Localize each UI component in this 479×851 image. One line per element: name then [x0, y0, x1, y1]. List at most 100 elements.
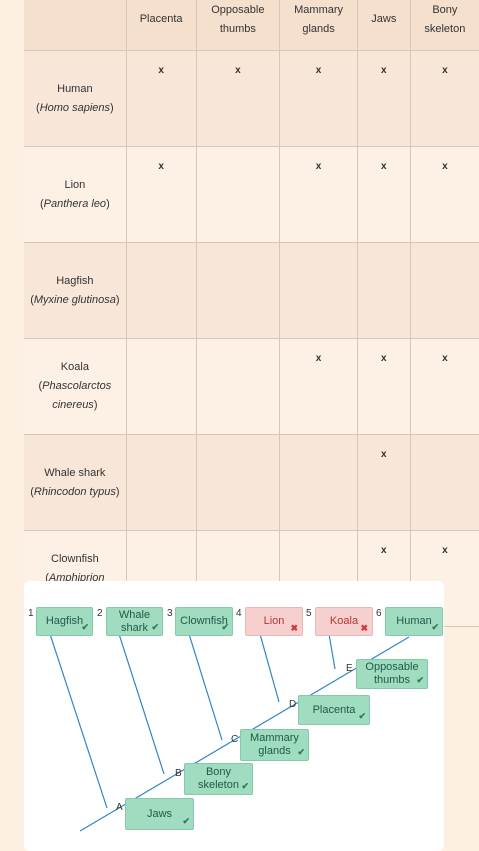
branch-koala: [328, 633, 336, 670]
trait-label: Mammary glands: [250, 732, 299, 757]
node-letter: A: [116, 802, 123, 813]
trait-mark: [125, 242, 196, 339]
trait-mark: x: [409, 530, 479, 627]
leaf-label: Koala: [329, 615, 359, 627]
check-icon: ✔: [431, 622, 439, 632]
node-letter: E: [346, 663, 353, 674]
scientific-name: Phascolarctos cinereus: [42, 380, 112, 411]
leaf-label: Human: [396, 615, 432, 627]
cross-icon: ✖: [360, 623, 368, 633]
trait-mark: [195, 242, 280, 339]
trait-mark: [195, 338, 280, 435]
trait-label: Jaws: [146, 807, 173, 820]
header-cell: [24, 0, 127, 51]
scientific-name: Panthera leo: [43, 197, 107, 210]
cladogram-card: 1 Hagfish ✔ 2 Whale shark ✔ 3 Clownfish …: [24, 581, 444, 851]
leaf-label: Whale shark: [118, 608, 151, 634]
node-letter: C: [231, 734, 239, 745]
trait-placenta[interactable]: Placenta ✔: [298, 695, 370, 725]
common-name: Hagfish: [56, 274, 94, 287]
trait-mark: [279, 434, 358, 531]
common-name: Lion: [64, 178, 86, 191]
leaf-number: 4: [236, 608, 242, 619]
leaf-koala[interactable]: Koala ✖: [315, 607, 373, 636]
leaf-human[interactable]: Human ✔: [385, 607, 443, 636]
organism-cell: Lion (Panthera leo): [24, 146, 127, 243]
node-letter: D: [289, 699, 297, 710]
check-icon: ✔: [416, 675, 424, 685]
check-icon: ✔: [241, 781, 249, 791]
check-icon: ✔: [182, 816, 190, 826]
trait-mark: x: [409, 146, 479, 243]
organism-cell: Koala (Phascolarctos cinereus): [24, 338, 127, 435]
scientific-name: Rhincodon typus: [33, 485, 116, 498]
trait-mark: x: [356, 338, 411, 435]
trait-jaws[interactable]: Jaws ✔: [125, 798, 194, 830]
trait-mark: x: [409, 50, 479, 147]
trait-mark: [409, 242, 479, 339]
trait-mark: x: [356, 146, 411, 243]
scientific-name: Myxine glutinosa: [33, 293, 116, 306]
table-header-row: Placenta Opposable thumbs Mammary glands…: [24, 0, 479, 51]
check-icon: ✔: [297, 747, 305, 757]
table-row: Whale shark (Rhincodon typus) x: [24, 434, 479, 531]
trait-mark: x: [195, 50, 280, 147]
trait-mark: [125, 338, 196, 435]
table-row: Human (Homo sapiens) x x x x x: [24, 50, 479, 147]
trait-mark: x: [409, 338, 479, 435]
trait-label: Bony skeleton: [198, 766, 239, 791]
trait-label: Opposable thumbs: [365, 661, 419, 686]
trait-mark: [125, 434, 196, 531]
check-icon: ✔: [81, 622, 89, 632]
trait-mark: [195, 434, 280, 531]
leaf-number: 1: [28, 608, 34, 619]
organism-cell: Hagfish (Myxine glutinosa): [24, 242, 127, 339]
branch-hagfish: [49, 633, 108, 809]
check-icon: ✔: [358, 711, 366, 721]
common-name: Koala: [60, 361, 89, 373]
leaf-whale-shark[interactable]: Whale shark ✔: [106, 607, 163, 636]
common-name: Human: [57, 82, 93, 95]
header-cell: Mammary glands: [279, 0, 358, 51]
table-row: Koala (Phascolarctos cinereus) x x x: [24, 338, 479, 435]
leaf-hagfish[interactable]: Hagfish ✔: [36, 607, 93, 636]
trait-mark: x: [356, 434, 411, 531]
leaf-label: Lion: [263, 615, 285, 627]
organism-cell: Human (Homo sapiens): [24, 50, 127, 147]
branch-clownfish: [188, 633, 223, 741]
leaf-number: 3: [167, 608, 173, 619]
trait-table: Placenta Opposable thumbs Mammary glands…: [24, 0, 479, 627]
trait-mark: x: [279, 146, 358, 243]
trait-label: Placenta: [312, 703, 356, 716]
trait-mark: [356, 242, 411, 339]
leaf-number: 6: [376, 608, 382, 619]
branch-lion: [259, 633, 280, 703]
cross-icon: ✖: [290, 623, 298, 633]
organism-cell: Whale shark (Rhincodon typus): [24, 434, 127, 531]
trait-mark: x: [125, 50, 196, 147]
leaf-clownfish[interactable]: Clownfish ✔: [175, 607, 233, 636]
trait-mark: x: [279, 50, 358, 147]
trait-mark: x: [356, 50, 411, 147]
scientific-name: Homo sapiens: [39, 101, 111, 114]
check-icon: ✔: [151, 622, 159, 632]
trait-bony-skeleton[interactable]: Bony skeleton ✔: [184, 763, 253, 795]
leaf-label: Clownfish: [180, 615, 228, 627]
check-icon: ✔: [221, 622, 229, 632]
leaf-lion[interactable]: Lion ✖: [245, 607, 303, 636]
trait-mark: x: [279, 338, 358, 435]
trait-opposable-thumbs[interactable]: Opposable thumbs ✔: [356, 659, 428, 689]
leaf-number: 5: [306, 608, 312, 619]
trait-mammary-glands[interactable]: Mammary glands ✔: [240, 729, 309, 761]
trait-mark: [195, 146, 280, 243]
trait-mark: [409, 434, 479, 531]
trait-mark: [279, 242, 358, 339]
leaf-number: 2: [97, 608, 103, 619]
header-cell: Jaws: [356, 0, 411, 51]
table-row: Hagfish (Myxine glutinosa): [24, 242, 479, 339]
common-name: Clownfish: [51, 553, 99, 565]
header-cell: Placenta: [125, 0, 196, 51]
branch-whale-shark: [118, 633, 165, 775]
table-row: Lion (Panthera leo) x x x x: [24, 146, 479, 243]
header-cell: Opposable thumbs: [195, 0, 280, 51]
